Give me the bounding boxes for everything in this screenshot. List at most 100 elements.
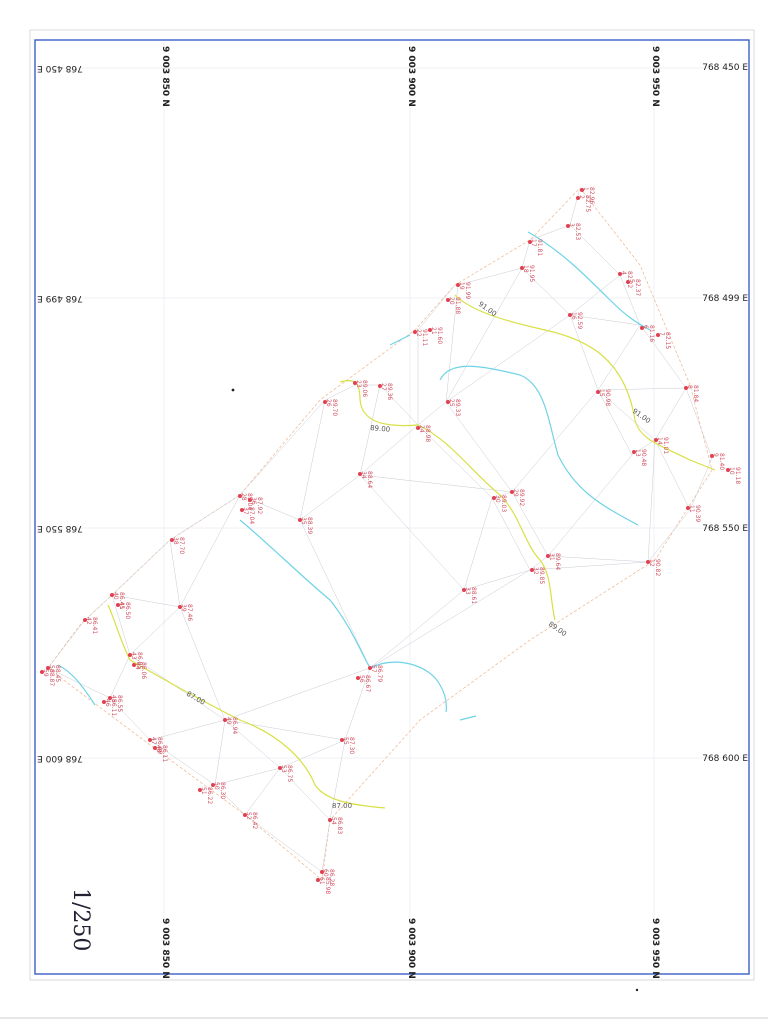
point-number: 56 <box>358 675 365 683</box>
survey-point: 3189.64 <box>546 553 561 570</box>
survey-point-label: 4086.45 <box>112 592 125 609</box>
northing-labels: 9 003 850 N 9 003 850 N 9 003 900 N 9 00… <box>160 46 660 979</box>
point-number: 5 <box>628 279 635 283</box>
easting-label-right: 768 499 E <box>702 294 748 304</box>
point-elevation: 81.84 <box>692 385 699 402</box>
survey-point-marker <box>378 384 382 388</box>
survey-point: 282.75 <box>576 195 591 212</box>
point-number: 20 <box>448 297 455 305</box>
survey-point: 5386.75 <box>278 765 293 782</box>
point-elevation: 88.64 <box>366 471 373 488</box>
survey-point: 182.96 <box>580 187 595 204</box>
scale-note: 1/250 <box>68 888 93 951</box>
survey-point: 2091.88 <box>446 297 461 314</box>
point-number: 29 <box>512 489 519 497</box>
point-elevation: 86.79 <box>376 665 383 682</box>
point-elevation: 86.41 <box>91 617 98 634</box>
survey-point-label: 1290.82 <box>648 559 661 576</box>
point-elevation: 86.85 <box>136 652 143 669</box>
survey-point: 5086.30 <box>211 782 226 799</box>
point-elevation: 89.03 <box>500 495 507 512</box>
survey-point-label: 881.84 <box>686 385 699 402</box>
point-number: 33 <box>464 587 471 595</box>
survey-point-marker <box>46 666 50 670</box>
survey-point-marker <box>520 266 524 270</box>
survey-point-marker <box>640 326 644 330</box>
survey-point: 1091.18 <box>726 467 741 484</box>
survey-point-marker <box>223 718 227 722</box>
point-elevation: 91.11 <box>421 329 428 346</box>
point-elevation: 86.11 <box>110 699 117 716</box>
contour-cyan <box>389 334 411 346</box>
survey-point: 3289.85 <box>530 567 545 584</box>
survey-point-label: 4986.94 <box>225 717 238 734</box>
point-number: 60 <box>322 869 329 877</box>
survey-point-label: 2291.11 <box>415 329 428 346</box>
point-elevation: 86.94 <box>231 717 238 734</box>
point-number: 27 <box>380 383 387 391</box>
survey-point-label: 4586.55 <box>110 695 123 712</box>
survey-point-label: 6185.98 <box>318 877 331 894</box>
northing-label-bottom: 9 003 950 N <box>650 918 660 979</box>
northing-label-top: 9 003 950 N <box>650 46 660 107</box>
point-elevation: 91.18 <box>734 467 741 484</box>
survey-point: 2291.11 <box>413 329 428 346</box>
point-number: 18 <box>522 265 529 273</box>
survey-point: 1791.81 <box>528 239 543 256</box>
point-number: 8 <box>686 385 693 389</box>
point-number: 19 <box>458 282 465 290</box>
survey-point-label: 5988.87 <box>42 669 55 686</box>
survey-point-label: 4686.11 <box>104 699 117 716</box>
survey-point-marker <box>148 738 152 742</box>
survey-point: 1390.48 <box>632 449 647 466</box>
survey-point-marker <box>298 518 302 522</box>
point-elevation: 91.60 <box>436 327 443 344</box>
survey-point-label: 3089.03 <box>494 495 507 512</box>
survey-point-label: 1692.59 <box>570 312 583 329</box>
survey-point-marker <box>132 663 136 667</box>
survey-point-marker <box>462 588 466 592</box>
point-number: 55 <box>342 737 349 745</box>
point-number: 17 <box>530 239 537 247</box>
point-number: 22 <box>415 329 422 337</box>
survey-point-label: 3687.92 <box>250 497 263 514</box>
point-elevation: 91.95 <box>528 265 535 282</box>
survey-point-label: 1091.18 <box>728 467 741 484</box>
contour-87-yellow <box>107 604 386 809</box>
point-elevation: 87.92 <box>256 497 263 514</box>
survey-point-marker <box>110 593 114 597</box>
point-number: 36 <box>250 497 257 505</box>
survey-point: 1692.59 <box>568 312 583 329</box>
survey-point: 3388.61 <box>462 587 477 604</box>
survey-point: 482.22 <box>618 271 633 288</box>
survey-point-label: 482.22 <box>620 271 633 288</box>
survey-point-marker <box>248 498 252 502</box>
point-elevation: 88.61 <box>470 587 477 604</box>
survey-point-marker <box>654 438 658 442</box>
point-number: 54 <box>330 817 337 825</box>
survey-point: 881.84 <box>684 385 699 402</box>
contour-cyan <box>439 365 639 526</box>
point-number: 61 <box>318 877 325 885</box>
survey-point: 4286.41 <box>83 617 98 634</box>
point-elevation: 91.01 <box>662 437 669 454</box>
contour-label: 87.00 <box>332 802 352 810</box>
point-number: 1 <box>582 187 589 191</box>
survey-point-marker <box>278 766 282 770</box>
survey-point-label: 1190.39 <box>688 505 701 522</box>
survey-point: 3787.04 <box>240 507 255 524</box>
survey-point-marker <box>456 283 460 287</box>
point-number: 57 <box>370 665 377 673</box>
survey-point-label: 2488.98 <box>418 425 431 442</box>
point-number: 38 <box>172 537 179 545</box>
survey-point-marker <box>510 490 514 494</box>
survey-point-label: 5686.67 <box>358 675 371 692</box>
point-number: 48 <box>155 745 162 753</box>
survey-point-marker <box>580 188 584 192</box>
survey-point-marker <box>108 696 112 700</box>
survey-point-marker <box>356 676 360 680</box>
point-number: 16 <box>570 312 577 320</box>
survey-point-marker <box>368 666 372 670</box>
